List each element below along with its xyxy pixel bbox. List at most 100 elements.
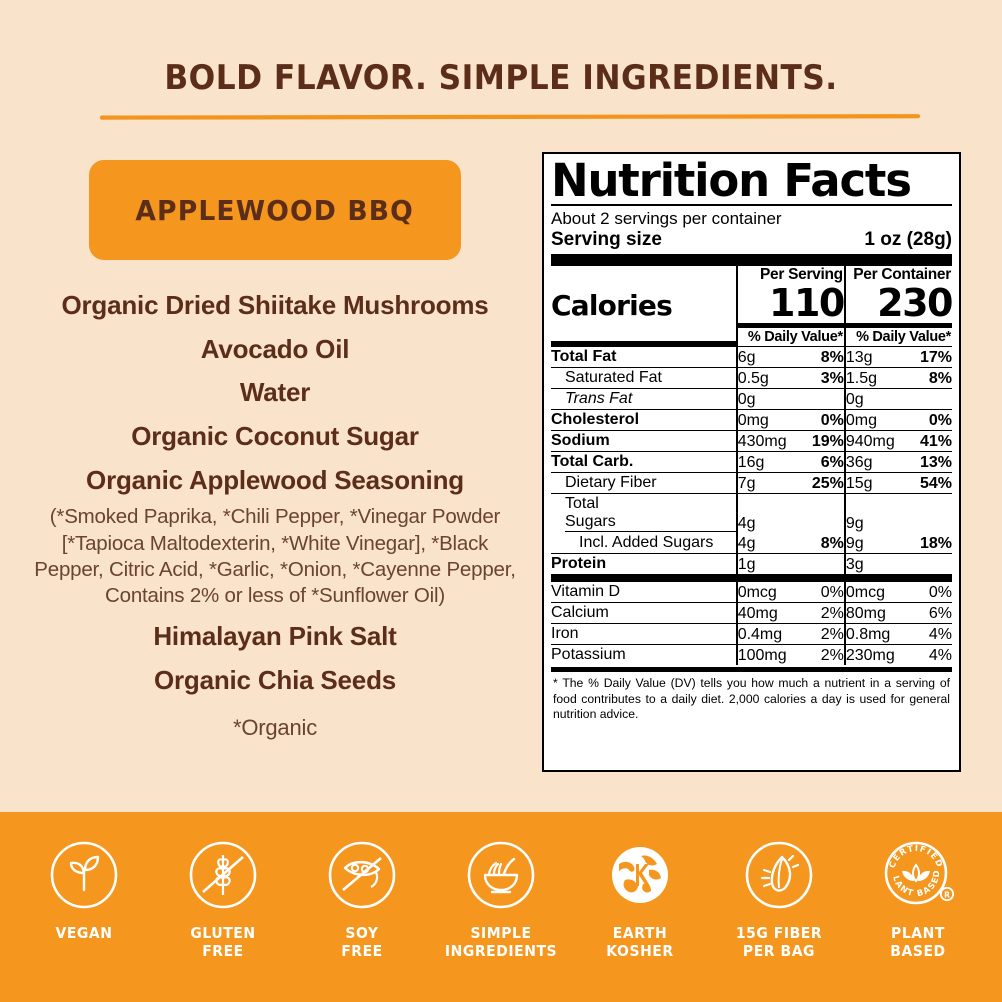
- nutrient-name: Saturated Fat: [565, 369, 662, 387]
- nutrient-dv: 6%: [820, 454, 844, 472]
- list-item: Organic Applewood Seasoning: [86, 464, 464, 495]
- nutrient-dv: 19%: [811, 433, 844, 451]
- table-row: Sodium 430mg 19% 940mg 41%: [551, 430, 952, 452]
- organic-footnote: *Organic: [233, 714, 317, 740]
- nutrient-amount: 7g: [737, 475, 756, 493]
- flavor-badge-label: APPLEWOOD BBQ: [135, 193, 415, 227]
- badge-label: GLUTEN FREE: [190, 924, 256, 961]
- column-header-per-container: Per Container: [853, 266, 951, 284]
- table-row-calories: Calories 110 230: [551, 281, 954, 326]
- nutrient-dv: 4%: [928, 647, 952, 665]
- table-row: Cholesterol 0mg 0% 0mg 0%: [551, 409, 952, 431]
- nutrient-amount: 13g: [845, 349, 873, 367]
- nutrient-dv: 0%: [928, 584, 952, 602]
- nutrient-dv: 6%: [928, 605, 952, 623]
- nutrient-amount: 9g: [845, 535, 864, 553]
- list-item: Water: [239, 377, 311, 408]
- nutrient-dv: 8%: [820, 535, 844, 553]
- nutrient-amount: 1.5g: [845, 370, 877, 388]
- mortar-bowl-icon: [439, 838, 563, 912]
- footnote-text: The % Daily Value (DV) tells you how muc…: [553, 676, 950, 722]
- badge-label: SIMPLE INGREDIENTS: [444, 924, 558, 961]
- nutrient-amount: 40mg: [737, 605, 778, 623]
- header-divider-rule: [99, 113, 921, 120]
- nutrient-dv: 25%: [811, 475, 844, 493]
- table-row: Total Fat 6g 8% 13g 17%: [551, 346, 952, 368]
- nutrient-amount: 15g: [845, 475, 873, 493]
- table-row: Total Sugars 4g 9g: [551, 493, 952, 534]
- nutrient-dv: 2%: [820, 605, 844, 623]
- list-item: Himalayan Pink Salt: [153, 621, 397, 652]
- nutrient-dv: 2%: [820, 647, 844, 665]
- daily-value-footnote: * The % Daily Value (DV) tells you how m…: [551, 672, 952, 723]
- dv-header-per-serving: % Daily Value*: [747, 329, 843, 346]
- nutrient-name: Potassium: [551, 646, 626, 664]
- nutrient-name: Total Sugars: [565, 495, 736, 533]
- seasoning-detail-text: (*Smoked Paprika, *Chili Pepper, *Vinega…: [34, 505, 516, 608]
- nutrient-amount: 0.8mg: [845, 626, 891, 644]
- nutrient-amount: 36g: [845, 454, 873, 472]
- nutrient-amount: 0.5g: [737, 370, 769, 388]
- nutrient-name: Incl. Added Sugars: [579, 534, 714, 552]
- header: BOLD FLAVOR. SIMPLE INGREDIENTS.: [0, 0, 1002, 140]
- no-wheat-icon: [161, 838, 285, 912]
- table-row: Calcium 40mg 2% 80mg 6%: [551, 602, 952, 624]
- badge-label: SOY FREE: [341, 924, 383, 961]
- nutrient-amount: 430mg: [737, 433, 787, 451]
- nutrient-dv: 8%: [928, 370, 952, 388]
- nutrient-dv: 0%: [820, 584, 844, 602]
- badge-vegan: VEGAN: [22, 838, 146, 942]
- nutrient-name: Calcium: [551, 604, 609, 622]
- table-row: Protein 1g 3g: [551, 553, 952, 575]
- certification-badge-bar: VEGAN GLUTEN FREE: [0, 812, 1002, 1002]
- nutrient-dv: 18%: [919, 535, 952, 553]
- no-soy-icon: [300, 838, 424, 912]
- nutrient-dv: 17%: [919, 349, 952, 367]
- nutrient-amount: 0mg: [737, 412, 769, 430]
- nutrient-name: Cholesterol: [551, 411, 640, 429]
- nutrient-dv: 0%: [928, 412, 952, 430]
- footnote-asterisk: *: [553, 676, 558, 691]
- nutrition-table: Per Serving Per Container Calories 110 2…: [551, 266, 954, 666]
- nutrition-facts-panel: Nutrition Facts About 2 servings per con…: [542, 152, 961, 772]
- badge-label: EARTH KOSHER: [606, 924, 674, 961]
- nutrient-name: Sodium: [551, 432, 610, 450]
- servings-per-container: About 2 servings per container: [551, 209, 782, 229]
- nutrient-amount: 80mg: [845, 605, 886, 623]
- table-row-column-headers: Per Serving Per Container: [551, 266, 952, 285]
- nutrient-name: Iron: [551, 625, 579, 643]
- badge-fiber: 15G FIBER PER BAG: [717, 838, 841, 961]
- table-row: Saturated Fat 0.5g 3% 1.5g 8%: [551, 367, 952, 389]
- table-row: Potassium 100mg 2% 230mg 4%: [551, 644, 952, 666]
- table-row: Vitamin D 0mcg 0% 0mcg 0%: [551, 582, 952, 603]
- nutrient-amount: 0mcg: [845, 584, 885, 602]
- nutrient-amount: 3g: [845, 556, 864, 574]
- nutrient-name-trans-italic: Trans Fat: [565, 390, 633, 408]
- nutrient-name: Vitamin D: [551, 583, 621, 601]
- table-row-separator: [551, 574, 952, 583]
- table-row: Trans Fat 0g 0g: [551, 388, 952, 410]
- calories-per-serving-value: 110: [769, 281, 845, 326]
- nutrient-amount: 0mg: [845, 412, 877, 430]
- nutrient-name: Protein: [551, 555, 607, 573]
- nutrient-dv: 2%: [820, 626, 844, 644]
- divider: [551, 667, 952, 673]
- nutrient-name: Dietary Fiber: [565, 474, 657, 492]
- nutrition-facts-title: Nutrition Facts: [551, 154, 912, 207]
- nutrient-amount: 0g: [737, 391, 756, 409]
- table-row: Dietary Fiber 7g 25% 15g 54%: [551, 472, 952, 494]
- serving-size-value: 1 oz (28g): [864, 229, 952, 251]
- sprout-icon: [22, 838, 146, 912]
- nutrient-amount: 4g: [737, 535, 756, 553]
- nutrient-amount: 0mcg: [737, 584, 777, 602]
- nutrient-dv: 41%: [919, 433, 952, 451]
- list-item: Organic Chia Seeds: [153, 664, 397, 695]
- nutrient-dv: 3%: [820, 370, 844, 388]
- leaf-shine-icon: [717, 838, 841, 912]
- nutrient-amount: 940mg: [845, 433, 895, 451]
- nutrient-amount: 230mg: [845, 647, 895, 665]
- nutrient-dv: 13%: [919, 454, 952, 472]
- nutrient-amount: 9g: [845, 515, 864, 533]
- list-item: Organic Coconut Sugar: [131, 421, 419, 452]
- nutrient-name: Total Fat: [551, 348, 617, 366]
